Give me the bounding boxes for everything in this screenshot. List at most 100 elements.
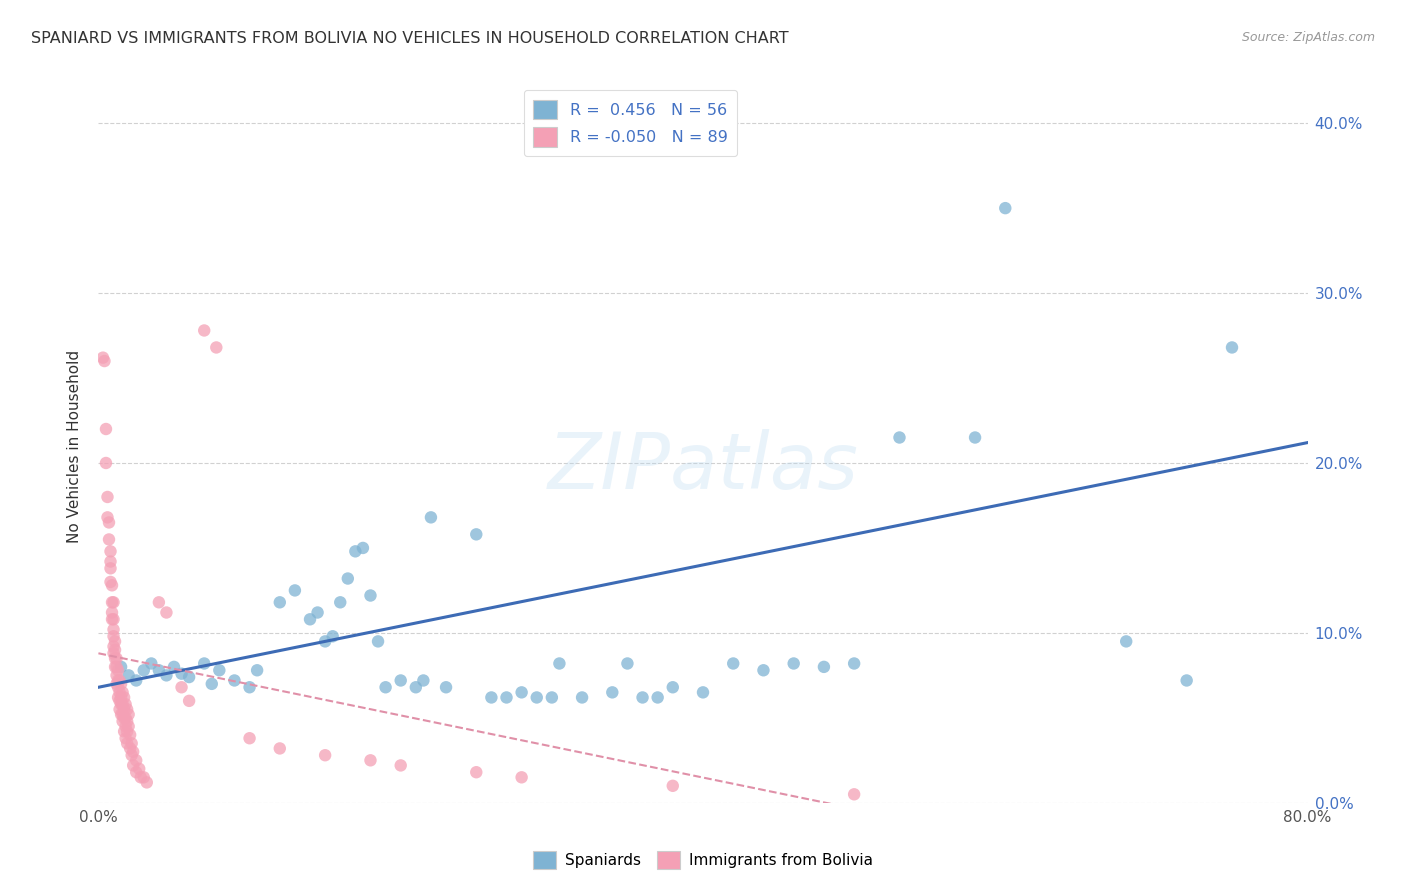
Point [495,690,517,705]
Point [844,657,866,671]
Point [100,544,122,558]
Point [115,736,138,750]
Point [111,714,134,729]
Point [105,651,128,665]
Point [201,677,224,691]
Point [465,527,488,541]
Point [112,702,135,716]
Point [115,702,138,716]
Point [98,516,121,530]
Point [112,711,135,725]
Point [360,753,382,767]
Point [108,694,131,708]
Point [170,680,193,694]
Point [110,707,132,722]
Point [101,595,124,609]
Point [118,719,141,733]
Point [110,698,132,712]
Y-axis label: No Vehicles in Household: No Vehicles in Household [67,350,83,542]
Point [224,673,246,688]
Point [602,685,624,699]
Point [103,646,125,660]
Point [96,490,118,504]
Point [299,612,322,626]
Point [94,422,117,436]
Point [98,533,121,547]
Point [170,666,193,681]
Point [122,745,145,759]
Point [239,680,262,694]
Point [844,787,866,801]
Point [193,323,215,337]
Point [121,736,143,750]
Point [103,595,125,609]
Point [104,651,127,665]
Point [344,544,367,558]
Point [105,660,128,674]
Point [104,660,127,674]
Point [141,657,163,671]
Point [540,690,562,705]
Point [135,775,157,789]
Point [420,510,443,524]
Point [115,724,138,739]
Point [389,673,412,688]
Point [125,765,148,780]
Point [208,663,231,677]
Point [103,640,125,654]
Point [647,690,669,705]
Point [314,748,336,763]
Point [367,634,389,648]
Point [103,623,125,637]
Point [121,748,143,763]
Point [284,583,307,598]
Point [115,714,138,729]
Point [322,629,344,643]
Point [104,634,127,648]
Point [965,430,987,444]
Point [548,657,571,671]
Point [813,660,835,674]
Point [101,578,124,592]
Point [101,612,124,626]
Point [155,606,177,620]
Point [481,690,503,705]
Point [783,657,806,671]
Legend: R =  0.456   N = 56, R = -0.050   N = 89: R = 0.456 N = 56, R = -0.050 N = 89 [523,90,737,156]
Point [1220,341,1243,355]
Point [93,354,115,368]
Point [107,663,129,677]
Point [661,779,683,793]
Legend: Spaniards, Immigrants from Bolivia: Spaniards, Immigrants from Bolivia [527,845,879,875]
Point [374,680,396,694]
Point [389,758,412,772]
Point [110,677,132,691]
Point [103,629,125,643]
Point [108,685,131,699]
Point [125,753,148,767]
Point [329,595,352,609]
Point [179,694,201,708]
Point [110,660,132,674]
Point [1175,673,1198,688]
Point [112,690,135,705]
Point [120,741,142,756]
Point [314,634,336,648]
Point [412,673,434,688]
Point [616,657,638,671]
Point [105,668,128,682]
Point [128,762,150,776]
Point [889,430,911,444]
Point [148,663,170,677]
Point [465,765,488,780]
Point [125,673,148,688]
Point [434,680,457,694]
Point [114,731,136,746]
Point [179,670,201,684]
Point [100,574,122,589]
Point [107,673,129,688]
Point [114,711,136,725]
Point [111,685,134,699]
Point [111,698,134,712]
Point [118,668,141,682]
